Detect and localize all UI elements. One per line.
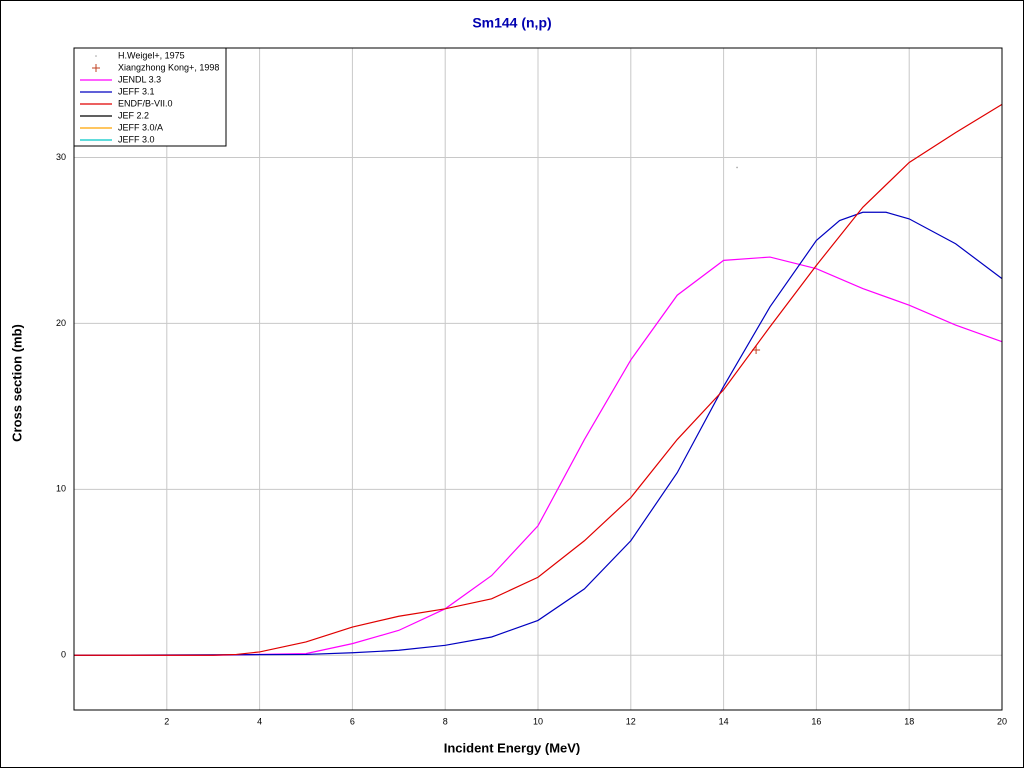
legend-label: ENDF/B-VII.0 bbox=[118, 98, 173, 108]
x-tick-label: 14 bbox=[719, 716, 729, 726]
series-line bbox=[73, 211, 1003, 656]
series-line bbox=[74, 103, 1003, 656]
x-tick-label: 8 bbox=[443, 716, 448, 726]
x-tick-label: 20 bbox=[997, 716, 1007, 726]
data-point bbox=[736, 166, 738, 169]
plot-border bbox=[73, 47, 1003, 711]
x-tick-label: 4 bbox=[257, 716, 262, 726]
y-tick-label: 10 bbox=[56, 484, 66, 494]
chart-title: Sm144 (n,p) bbox=[472, 15, 551, 31]
legend-box bbox=[73, 47, 227, 147]
legend-swatch bbox=[95, 55, 97, 57]
x-tick-label: 2 bbox=[164, 716, 169, 726]
x-tick-label: 10 bbox=[533, 716, 543, 726]
legend-label: H.Weigel+, 1975 bbox=[118, 50, 185, 60]
y-tick-label: 0 bbox=[61, 650, 66, 660]
legend-swatch bbox=[92, 64, 100, 72]
series-line bbox=[74, 256, 1003, 656]
legend-label: JEFF 3.0/A bbox=[118, 122, 163, 132]
x-axis-label: Incident Energy (MeV) bbox=[444, 740, 581, 755]
y-axis-label: Cross section (mb) bbox=[9, 324, 24, 442]
legend-label: Xiangzhong Kong+, 1998 bbox=[118, 62, 219, 72]
y-tick-label: 30 bbox=[56, 152, 66, 162]
legend-label: JEFF 3.1 bbox=[118, 86, 155, 96]
x-tick-label: 12 bbox=[626, 716, 636, 726]
legend-label: JEF 2.2 bbox=[118, 110, 149, 120]
x-tick-label: 6 bbox=[350, 716, 355, 726]
legend-label: JENDL 3.3 bbox=[118, 74, 161, 84]
x-tick-label: 18 bbox=[904, 716, 914, 726]
x-tick-label: 16 bbox=[811, 716, 821, 726]
legend-label: JEFF 3.0 bbox=[118, 134, 155, 144]
y-tick-label: 20 bbox=[56, 318, 66, 328]
